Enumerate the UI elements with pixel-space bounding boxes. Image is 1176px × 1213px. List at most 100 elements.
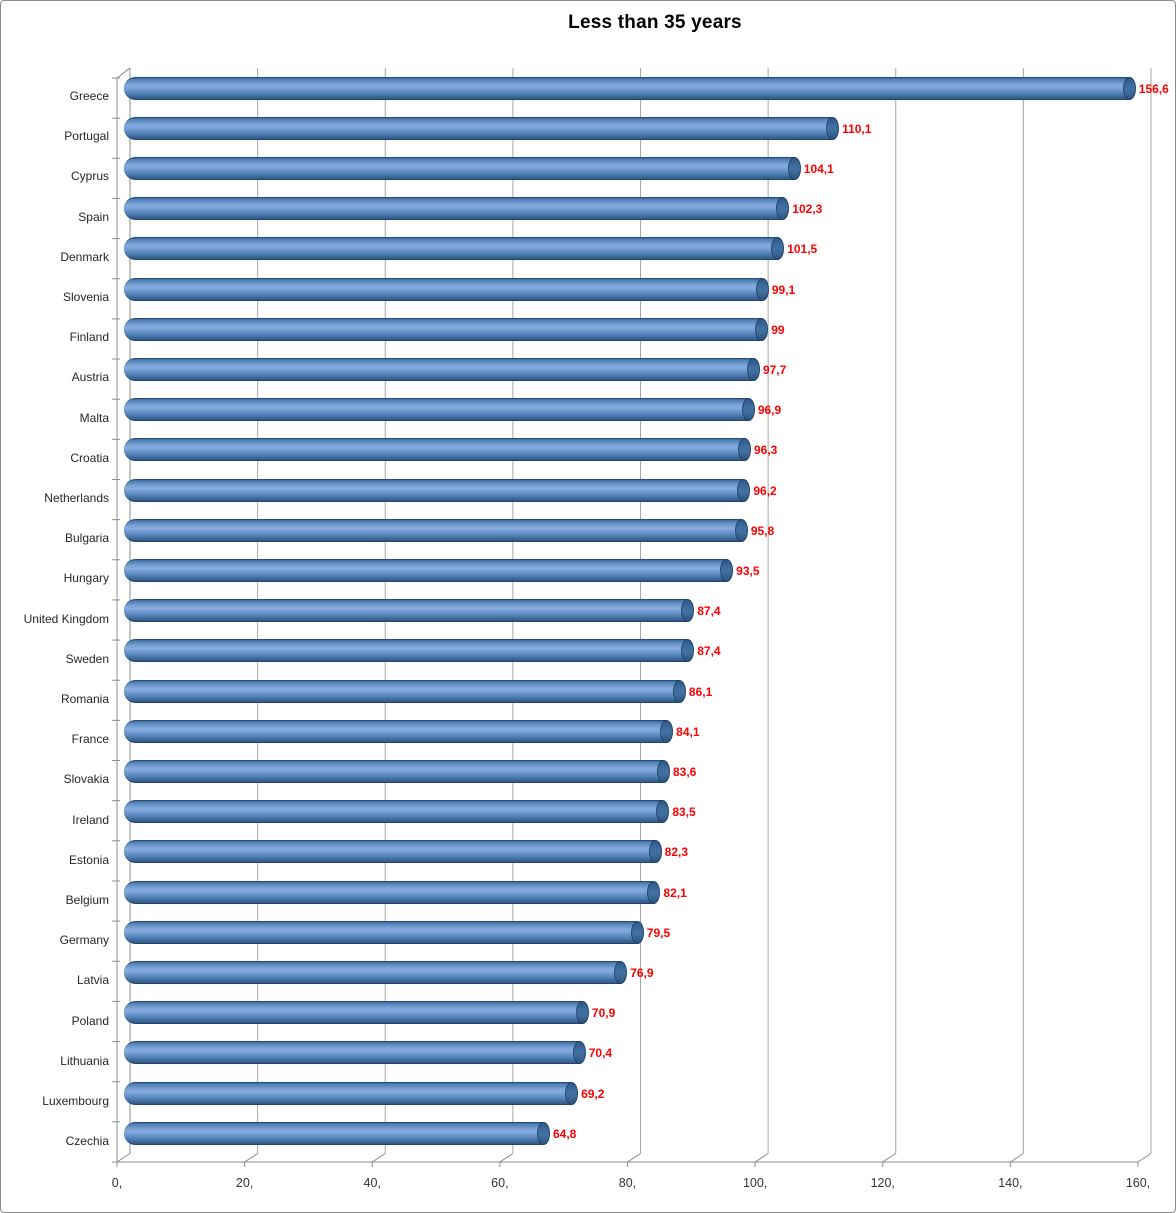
- bar: [123, 76, 1130, 100]
- bar: [123, 398, 749, 422]
- category-label: United Kingdom: [23, 611, 109, 626]
- bar: [123, 1121, 544, 1145]
- bar-end-cap: [1122, 76, 1136, 100]
- bar: [123, 599, 688, 623]
- x-tick-label: 80,: [618, 1176, 637, 1190]
- gridline-foot: [244, 1153, 258, 1163]
- gridline-foot: [754, 1153, 769, 1163]
- bar-end-cap: [656, 760, 670, 783]
- gridline-foot: [882, 1153, 897, 1163]
- gridline-foot: [1010, 1153, 1024, 1163]
- bar: [123, 317, 762, 341]
- x-tick-label: 140,: [998, 1176, 1023, 1190]
- gridline-foot: [1137, 1153, 1152, 1163]
- bar: [123, 961, 621, 984]
- value-label: 79,5: [646, 925, 671, 940]
- bar: [123, 760, 664, 783]
- category-label: Malta: [79, 410, 109, 425]
- value-label: 82,3: [664, 845, 689, 860]
- value-label: 96,2: [753, 483, 777, 498]
- bar: [123, 559, 727, 582]
- bar: [123, 639, 688, 663]
- category-label: Cyprus: [70, 169, 109, 184]
- value-label: 87,4: [697, 644, 721, 659]
- bar-end-cap: [565, 1081, 579, 1105]
- value-label: 70,4: [588, 1046, 613, 1061]
- x-tick-label: 100,: [742, 1176, 768, 1190]
- category-label: Denmark: [60, 249, 109, 264]
- value-label: 99,1: [771, 282, 796, 297]
- bar: [123, 438, 745, 462]
- bar-end-cap: [734, 518, 748, 542]
- gridline-foot: [499, 1153, 514, 1163]
- value-label: 87,4: [697, 604, 721, 619]
- value-label: 86,1: [688, 684, 713, 699]
- bar: [123, 719, 667, 743]
- bar: [123, 1041, 580, 1065]
- gridline-foot: [627, 1153, 641, 1163]
- bar-end-cap: [681, 639, 695, 663]
- category-label: Austria: [71, 370, 109, 385]
- value-label: 110,1: [842, 121, 872, 136]
- category-label: Germany: [59, 933, 109, 948]
- category-label: Romania: [60, 691, 109, 706]
- bar: [123, 478, 744, 502]
- bar-end-cap: [647, 880, 661, 904]
- value-label: 95,8: [750, 523, 775, 538]
- bar-end-cap: [755, 277, 769, 301]
- category-label: Poland: [71, 1013, 109, 1028]
- x-tick-label: 40,: [363, 1176, 381, 1190]
- bar-end-cap: [572, 1041, 586, 1065]
- bar: [123, 197, 783, 221]
- bar: [123, 1081, 572, 1105]
- bar: [123, 157, 795, 180]
- axis-top-corner: [116, 67, 131, 79]
- category-label: Luxembourg: [42, 1093, 109, 1108]
- bar: [123, 116, 833, 140]
- category-label: Bulgaria: [64, 531, 109, 546]
- x-tick-label: 120,: [870, 1176, 895, 1190]
- category-label: Sweden: [65, 651, 109, 666]
- bar: [123, 518, 742, 542]
- category-label: Hungary: [63, 571, 109, 586]
- category-label: Greece: [69, 88, 109, 103]
- value-label: 97,7: [762, 363, 787, 377]
- bar-end-cap: [630, 920, 644, 944]
- category-label: Netherlands: [44, 490, 109, 505]
- bar-end-cap: [660, 719, 674, 743]
- value-label: 83,5: [672, 805, 696, 820]
- bar-end-cap: [826, 116, 840, 140]
- x-tick-label: 160,: [1125, 1176, 1151, 1190]
- bar-end-cap: [575, 1001, 589, 1025]
- bar: [123, 840, 656, 864]
- category-label: Belgium: [65, 892, 109, 907]
- bar: [123, 277, 763, 301]
- bar-end-cap: [737, 478, 751, 502]
- category-label: Croatia: [70, 450, 109, 465]
- value-label: 69,2: [581, 1086, 605, 1101]
- category-label: France: [71, 732, 109, 747]
- bar-end-cap: [648, 840, 662, 864]
- value-label: 82,1: [663, 885, 687, 900]
- value-label: 84,1: [676, 724, 700, 739]
- bar-end-cap: [771, 237, 785, 261]
- value-label: 96,9: [757, 403, 782, 418]
- category-label: Slovakia: [63, 772, 109, 787]
- bar-end-cap: [746, 358, 760, 381]
- bar: [123, 800, 663, 824]
- value-label: 64,8: [553, 1126, 577, 1141]
- category-label: Estonia: [68, 852, 109, 867]
- bar-end-cap: [741, 398, 755, 422]
- value-label: 70,9: [591, 1006, 616, 1021]
- bar-end-cap: [776, 197, 790, 221]
- value-label: 101,5: [787, 242, 818, 257]
- bar: [123, 237, 778, 261]
- bar: [123, 920, 638, 944]
- x-tick-label: 60,: [491, 1176, 509, 1190]
- x-tick-label: 0,: [111, 1176, 123, 1190]
- category-label: Ireland: [72, 812, 109, 827]
- category-label: Lithuania: [60, 1053, 109, 1068]
- value-label: 104,1: [803, 162, 834, 176]
